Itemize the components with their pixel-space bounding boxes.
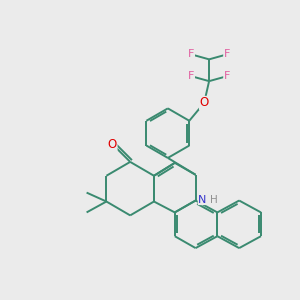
Text: O: O xyxy=(200,96,209,110)
Text: F: F xyxy=(224,71,230,81)
Text: F: F xyxy=(188,71,194,81)
Text: F: F xyxy=(224,50,230,59)
Text: N: N xyxy=(198,194,207,205)
Text: O: O xyxy=(108,138,117,151)
Text: F: F xyxy=(188,50,194,59)
Text: H: H xyxy=(209,194,217,205)
